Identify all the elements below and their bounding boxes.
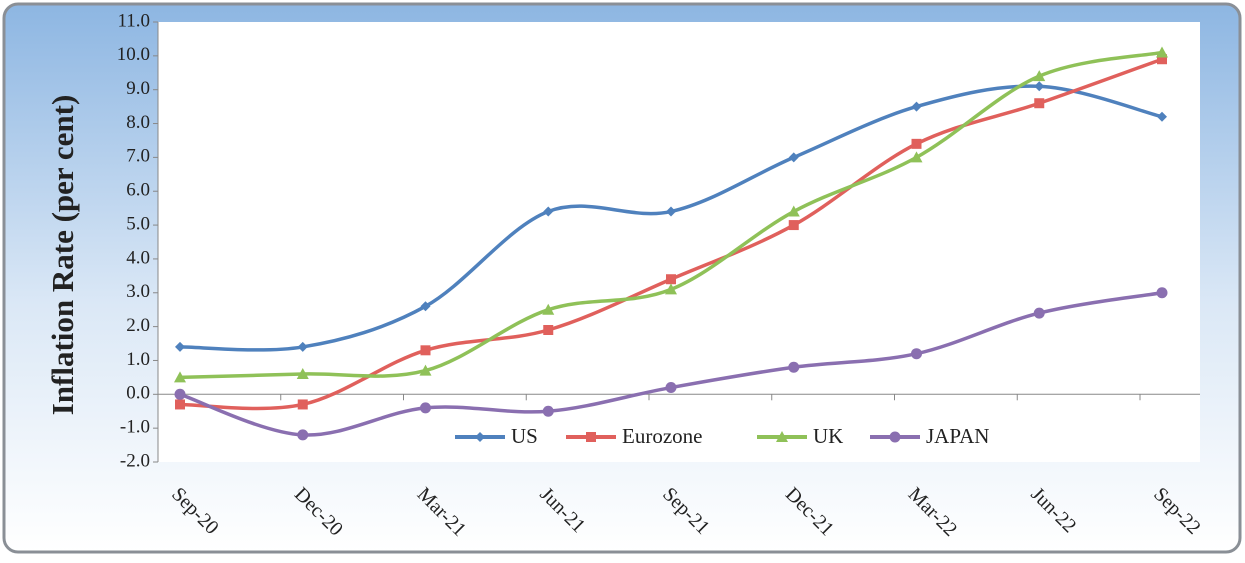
marker (665, 382, 677, 394)
marker (542, 303, 555, 315)
y-tick-label: 7.0 (126, 146, 150, 167)
marker (776, 431, 788, 442)
y-tick-label: 3.0 (126, 281, 150, 302)
marker (1156, 46, 1168, 58)
marker (666, 206, 676, 217)
legend-item: Eurozone (566, 424, 702, 448)
marker (1156, 287, 1168, 299)
marker (297, 341, 308, 352)
marker (420, 345, 431, 356)
legend-item: JAPAN (870, 424, 989, 448)
legend-label: UK (813, 424, 843, 448)
marker (1157, 54, 1167, 65)
series (175, 54, 1167, 411)
marker (543, 206, 554, 217)
y-tick-label: 0.0 (126, 383, 150, 404)
marker (1034, 81, 1045, 92)
y-tick-label: 6.0 (126, 180, 150, 201)
marker (175, 399, 185, 410)
marker (787, 205, 800, 217)
marker (1157, 111, 1167, 122)
marker (788, 152, 799, 163)
marker (911, 101, 922, 112)
marker (420, 402, 431, 414)
marker (586, 432, 596, 442)
marker (542, 405, 554, 417)
y-tick-label: 2.0 (126, 315, 150, 336)
y-tick-label: 9.0 (126, 78, 150, 99)
marker (889, 431, 901, 443)
marker (297, 399, 308, 410)
marker (543, 325, 554, 335)
marker (296, 368, 309, 379)
legend-label: JAPAN (926, 424, 989, 448)
y-tick-label: 5.0 (126, 213, 150, 234)
marker (665, 283, 677, 295)
marker (911, 348, 922, 360)
marker (788, 220, 799, 231)
marker (475, 432, 485, 442)
marker (1033, 307, 1045, 319)
legend-label: US (511, 424, 538, 448)
y-tick-label: 11.0 (117, 10, 150, 31)
y-tick-label: 8.0 (126, 112, 150, 133)
marker (297, 429, 309, 441)
marker (174, 371, 186, 383)
y-tick-label: 10.0 (117, 44, 150, 65)
y-tick-label: 4.0 (126, 247, 150, 268)
legend-item: US (455, 424, 538, 448)
series (174, 46, 1168, 383)
y-tick-label: 1.0 (126, 349, 150, 370)
marker (1033, 70, 1046, 82)
series (175, 81, 1167, 352)
legend-item: UK (757, 424, 843, 448)
marker (175, 341, 185, 352)
y-tick-label: -2.0 (120, 450, 150, 471)
marker (1034, 98, 1045, 109)
marker (419, 364, 432, 376)
series (174, 287, 1168, 441)
marker (911, 138, 922, 149)
y-tick-label: -1.0 (120, 417, 150, 438)
plot-area (158, 22, 1200, 462)
marker (788, 361, 800, 373)
marker (910, 151, 923, 163)
marker (420, 301, 431, 312)
marker (666, 274, 676, 285)
y-axis-label: Inflation Rate (per cent) (45, 95, 80, 416)
legend-label: Eurozone (622, 424, 702, 448)
marker (174, 388, 186, 400)
